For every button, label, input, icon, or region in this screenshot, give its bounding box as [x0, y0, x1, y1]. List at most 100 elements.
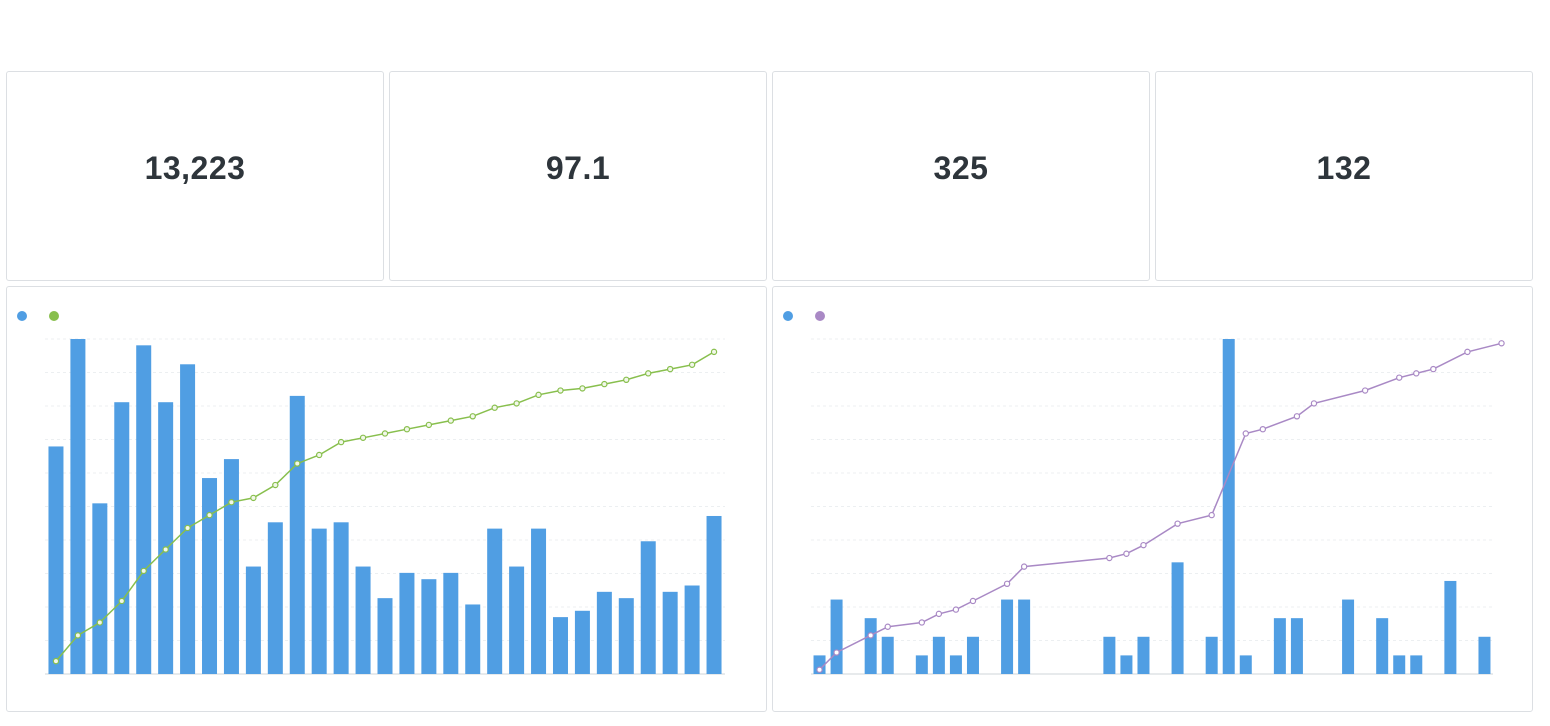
legend-item-line[interactable]: [815, 311, 831, 321]
bar: [48, 446, 64, 674]
legend-dot-icon: [17, 311, 27, 321]
bar: [465, 604, 481, 674]
bar: [706, 515, 722, 674]
bar: [1103, 636, 1116, 674]
line-point: [623, 376, 630, 384]
line-point: [816, 666, 823, 673]
bar: [1205, 636, 1218, 674]
bar: [574, 610, 590, 674]
line-point: [1020, 563, 1028, 570]
bar: [1290, 618, 1303, 674]
bar: [443, 572, 459, 674]
line-point: [1498, 340, 1505, 347]
chart-card-left[interactable]: [6, 286, 767, 712]
line-point: [96, 619, 104, 626]
line-point: [162, 546, 169, 553]
dashboard-title: [14, 12, 164, 34]
bar: [202, 478, 218, 674]
line-point: [184, 524, 191, 532]
bar: [421, 579, 437, 674]
line-point: [1106, 554, 1113, 562]
bar: [662, 591, 678, 674]
line-point: [1310, 400, 1318, 407]
line-point: [1396, 374, 1403, 381]
line-point: [1464, 348, 1471, 356]
line-point: [337, 438, 345, 446]
legend-dot-icon: [49, 311, 59, 321]
scalar-card-3[interactable]: 325: [772, 71, 1150, 281]
legend-item-line[interactable]: [49, 311, 65, 321]
line-point: [1293, 413, 1301, 420]
bar: [1137, 636, 1150, 674]
scalar-card-4[interactable]: 132: [1155, 71, 1533, 281]
line-point: [140, 567, 147, 575]
line-point: [1208, 511, 1215, 519]
bar: [830, 599, 843, 674]
bar: [1393, 655, 1406, 674]
line-point: [601, 380, 608, 388]
bar: [509, 566, 525, 674]
line-point: [491, 404, 498, 411]
bar: [1120, 655, 1133, 674]
line-point: [469, 413, 476, 420]
line-point: [1123, 550, 1130, 557]
line-point: [969, 597, 977, 605]
bar: [1410, 655, 1423, 674]
line-point: [579, 385, 586, 392]
bar: [245, 566, 261, 674]
bar: [932, 636, 945, 674]
line-point: [952, 606, 960, 613]
line-point: [294, 460, 301, 467]
bar: [1444, 580, 1457, 674]
line-point: [118, 597, 125, 605]
bar: [596, 591, 612, 674]
chart-legend: [783, 311, 841, 321]
scalar-card-2[interactable]: 97.1: [389, 71, 767, 281]
line-point: [1361, 387, 1369, 394]
bar: [881, 636, 894, 674]
legend-item-bars[interactable]: [17, 311, 33, 321]
bar: [311, 528, 327, 674]
bar: [1239, 655, 1252, 674]
line-point: [513, 400, 520, 407]
scalar-card-1[interactable]: 13,223: [6, 71, 384, 281]
bar: [1001, 599, 1014, 674]
bar: [92, 503, 108, 674]
line-point: [272, 481, 279, 489]
line-point: [250, 494, 257, 502]
chart-plot: [45, 338, 725, 675]
line-point: [833, 649, 840, 656]
bar: [1478, 636, 1491, 674]
bar: [70, 339, 86, 674]
bar: [1222, 339, 1235, 674]
bar: [223, 459, 239, 674]
line-point: [403, 425, 411, 433]
line-point: [1242, 430, 1249, 437]
line-point: [447, 417, 455, 424]
scalar-value: 325: [933, 150, 989, 186]
bar: [966, 636, 979, 674]
line-point: [52, 657, 60, 665]
bar: [1273, 618, 1286, 674]
scalar-value: 13,223: [144, 150, 246, 186]
line-point: [1140, 541, 1147, 549]
line-point: [918, 619, 926, 626]
bar: [399, 572, 415, 674]
line-point: [645, 370, 652, 377]
line-point: [867, 632, 874, 639]
chart-card-right[interactable]: [772, 286, 1533, 712]
legend-dot-icon: [815, 311, 825, 321]
line-point: [359, 434, 367, 441]
line-point: [710, 348, 718, 356]
line-point: [535, 391, 542, 399]
bar: [180, 364, 196, 674]
line-point: [1259, 425, 1267, 433]
chart-plot: [811, 338, 1505, 675]
line-point: [666, 365, 674, 373]
bar: [640, 541, 656, 674]
line-point: [1003, 580, 1011, 588]
bar: [289, 395, 305, 674]
legend-item-bars[interactable]: [783, 311, 799, 321]
line-point: [557, 387, 564, 394]
line-point: [315, 451, 323, 459]
